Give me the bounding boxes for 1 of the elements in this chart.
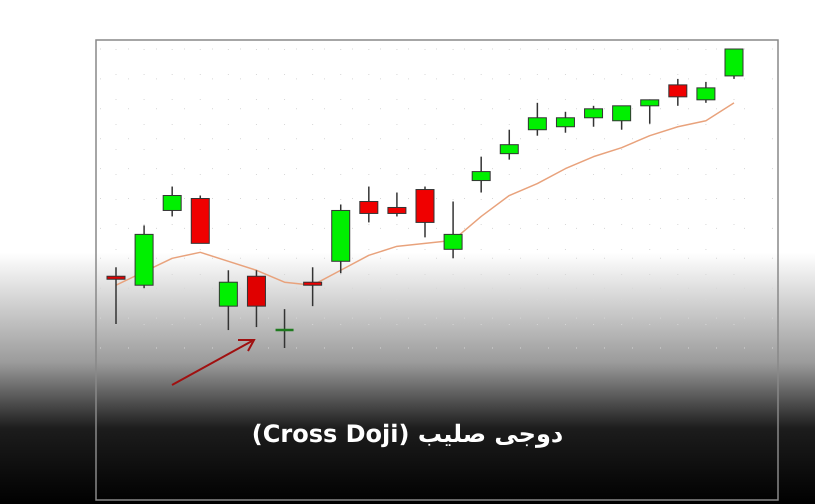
text: دوجی صلیب (Cross Doji) — [252, 420, 564, 448]
